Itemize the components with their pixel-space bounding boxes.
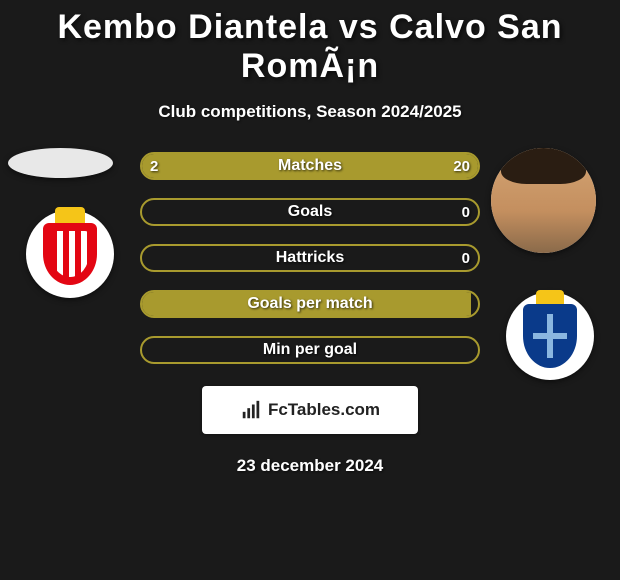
page-title: Kembo Diantela vs Calvo San RomÃ¡n <box>0 0 620 86</box>
player-right-avatar <box>491 148 596 253</box>
club-crest-right <box>506 292 594 380</box>
stat-row: Hattricks0 <box>140 244 480 272</box>
club-crest-left <box>26 210 114 298</box>
stat-label: Min per goal <box>140 336 480 364</box>
stat-value-right: 0 <box>462 198 470 226</box>
stat-bars: Matches220Goals0Hattricks0Goals per matc… <box>140 152 480 364</box>
watermark: FcTables.com <box>202 386 418 434</box>
stat-value-right: 20 <box>453 152 470 180</box>
stat-value-right: 0 <box>462 244 470 272</box>
player-left-avatar <box>8 148 113 178</box>
stat-row: Goals0 <box>140 198 480 226</box>
subtitle: Club competitions, Season 2024/2025 <box>0 102 620 122</box>
stat-row: Matches2 20 <box>140 152 480 180</box>
stat-label: Hattricks <box>140 244 480 272</box>
stat-label: Goals per match <box>140 290 480 318</box>
stat-label: Matches <box>140 152 480 180</box>
stat-value-left: 2 <box>150 152 158 180</box>
stats-area: Matches220Goals0Hattricks0Goals per matc… <box>0 152 620 364</box>
date-text: 23 december 2024 <box>0 456 620 476</box>
watermark-text: FcTables.com <box>268 400 380 420</box>
stat-row: Goals per match <box>140 290 480 318</box>
stat-row: Min per goal <box>140 336 480 364</box>
chart-icon <box>240 399 262 421</box>
stat-label: Goals <box>140 198 480 226</box>
